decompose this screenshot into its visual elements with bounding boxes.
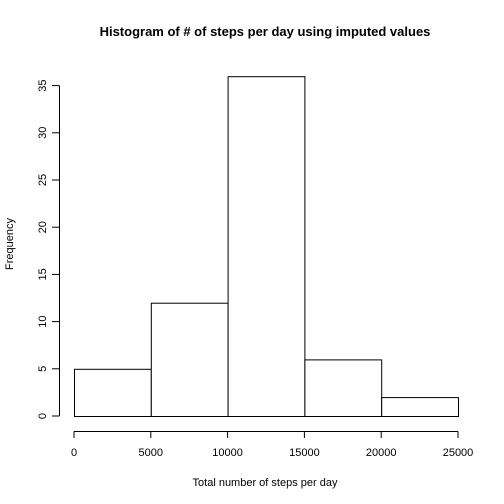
x-axis-label: Total number of steps per day (193, 477, 338, 489)
chart-title: Histogram of # of steps per day using im… (100, 24, 431, 39)
x-axis: 0 5000 10000 15000 20000 25000 (71, 431, 474, 459)
y-tick-label: 30 (37, 127, 49, 139)
y-axis-label: Frequency (4, 218, 16, 270)
x-tick-label: 5000 (139, 447, 163, 459)
y-tick-label: 0 (37, 413, 49, 419)
y-tick-label: 20 (37, 221, 49, 233)
histogram-bar (150, 302, 229, 418)
bars-group (74, 76, 460, 418)
x-tick-label: 0 (71, 447, 77, 459)
x-tick-label: 25000 (443, 447, 474, 459)
histogram-bar (304, 359, 383, 417)
y-axis: 0 5 10 15 20 25 30 35 (37, 79, 60, 419)
y-tick-label: 5 (37, 366, 49, 372)
y-tick-label: 25 (37, 174, 49, 186)
y-tick-label: 35 (37, 79, 49, 91)
y-tick-label: 15 (37, 268, 49, 280)
y-tick-label: 10 (37, 315, 49, 327)
x-tick-label: 20000 (366, 447, 397, 459)
x-tick-label: 10000 (212, 447, 243, 459)
x-tick-label: 15000 (289, 447, 320, 459)
histogram-bar (381, 397, 460, 418)
histogram-bar (74, 368, 152, 417)
histogram-bar (227, 76, 306, 417)
